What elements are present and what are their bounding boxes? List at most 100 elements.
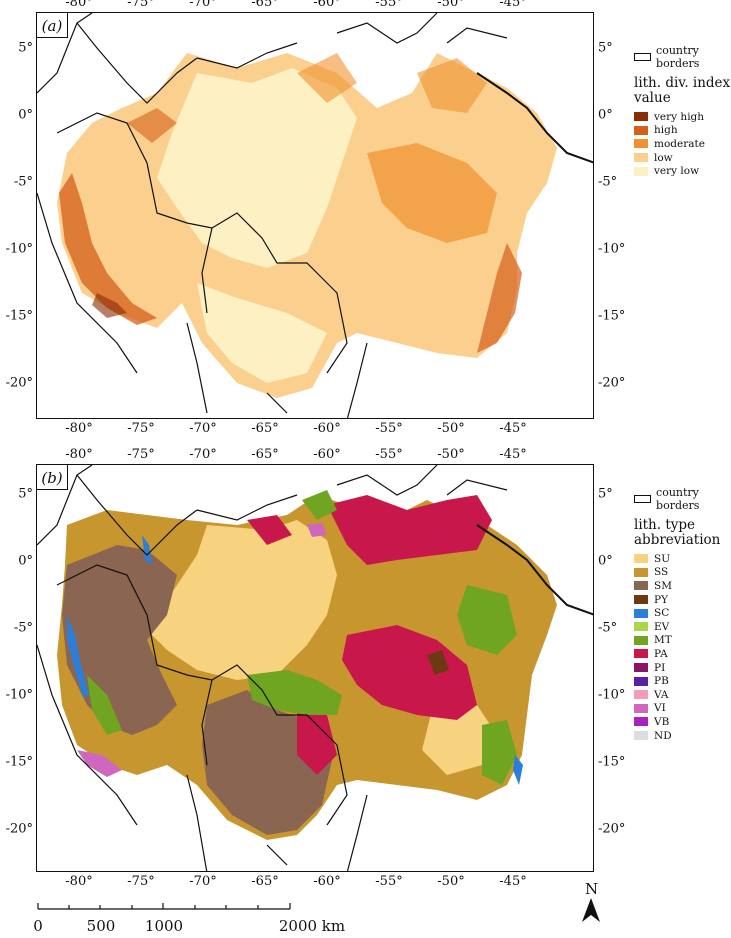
axis-tick-label: -75° (127, 447, 155, 462)
axis-tick-label: -50° (437, 421, 465, 436)
lith-py (427, 650, 449, 675)
legend-item-label: ND (654, 729, 672, 742)
legend-swatch (634, 663, 648, 673)
axis-tick-label: -80° (65, 874, 93, 889)
axis-tick-label: -15° (598, 754, 626, 770)
axis-tick-label: -10° (598, 241, 626, 257)
axis-tick-label: -5° (13, 174, 33, 190)
legend-swatch (634, 112, 648, 122)
legend-b: country borders lith. type abbreviation … (634, 486, 731, 742)
axis-tick-label: -15° (5, 308, 33, 324)
border-swatch (634, 53, 652, 61)
legend-swatch (634, 581, 648, 591)
legend-a-border-label: country borders (656, 44, 700, 70)
scale-bar: 0 500 1000 2000 km (33, 895, 345, 935)
axis-tick-label: -75° (127, 421, 155, 436)
legend-a: country borders lith. div. index value v… (634, 44, 731, 178)
north-arrow-icon (582, 898, 600, 922)
axis-tick-label: -50° (437, 447, 465, 462)
axis-tick-label: -50° (437, 874, 465, 889)
legend-item-label: low (654, 151, 673, 164)
legend-a-title: lith. div. index (634, 75, 731, 91)
axis-tick-label: -80° (65, 421, 93, 436)
axis-tick-label: -60° (313, 447, 341, 462)
axis-tick-label: -70° (189, 447, 217, 462)
axis-tick-label: 0° (18, 553, 33, 569)
legend-item-label: VI (654, 702, 666, 715)
legend-item: PI (634, 661, 731, 675)
axis-tick-label: 0° (18, 107, 33, 123)
legend-item-label: EV (654, 620, 670, 633)
legend-swatch (634, 166, 648, 176)
lith-vi (77, 750, 122, 777)
legend-item: VA (634, 688, 731, 702)
scale-bar-line (37, 903, 291, 910)
map-panel-b: (b) (36, 464, 594, 872)
axis-tick-label: -55° (375, 0, 403, 10)
legend-a-border-entry: country borders (634, 44, 731, 70)
legend-swatch (634, 717, 648, 727)
lith-su (147, 520, 337, 680)
legend-item: very high (634, 110, 731, 124)
lith-sc (67, 615, 89, 697)
axis-tick-label: -10° (5, 241, 33, 257)
legend-item: ND (634, 729, 731, 743)
legend-item: EV (634, 620, 731, 634)
legend-b-border-entry: country borders (634, 486, 731, 512)
axis-tick-label: -80° (65, 447, 93, 462)
legend-item-label: VB (654, 715, 670, 728)
axis-tick-label: 5° (18, 40, 33, 56)
lithology-map (37, 465, 593, 871)
axis-tick-label: -20° (598, 821, 626, 837)
panel-a-label: (a) (37, 13, 68, 38)
legend-item: PB (634, 674, 731, 688)
legend-b-title: lith. type (634, 517, 696, 533)
axis-tick-label: -60° (313, 0, 341, 10)
legend-item-label: moderate (654, 137, 705, 150)
legend-swatch (634, 690, 648, 700)
legend-swatch (634, 649, 648, 659)
legend-item: PY (634, 593, 731, 607)
axis-tick-label: -75° (127, 874, 155, 889)
north-label: N (585, 880, 599, 898)
axis-tick-label: -5° (598, 174, 618, 190)
legend-item-label: SU (654, 552, 671, 565)
legend-item-label: high (654, 124, 678, 137)
legend-item-label: PA (654, 647, 668, 660)
country-borders-b (37, 465, 508, 871)
legend-item-label: PY (654, 593, 668, 606)
legend-item-label: SS (654, 566, 669, 579)
legend-b-title-2: abbreviation (634, 532, 721, 548)
legend-swatch (634, 153, 648, 163)
legend-a-title-2: value (634, 90, 671, 106)
country-borders (37, 13, 508, 418)
axis-tick-label: -70° (189, 0, 217, 10)
legend-swatch (634, 731, 648, 741)
legend-item-label: very low (654, 165, 700, 178)
axis-tick-label: -5° (13, 620, 33, 636)
axis-tick-label: -20° (5, 375, 33, 391)
legend-swatch (634, 595, 648, 605)
scale-label: 500 (86, 917, 116, 935)
legend-item-label: PB (654, 675, 669, 688)
axis-tick-label: -20° (598, 375, 626, 391)
legend-b-items: SU SS SM PY SC EV MT PA PI PB VA VI VB ND (634, 552, 731, 742)
axis-tick-label: -45° (499, 874, 527, 889)
legend-item-label: very high (654, 110, 705, 123)
legend-item: MT (634, 634, 731, 648)
legend-swatch (634, 676, 648, 686)
axis-tick-label: 5° (598, 486, 613, 502)
legend-item: PA (634, 647, 731, 661)
border-swatch (634, 495, 652, 503)
axis-tick-label: 5° (598, 40, 613, 56)
axis-tick-label: -55° (375, 447, 403, 462)
axis-tick-label: -15° (598, 308, 626, 324)
axis-tick-label: -70° (189, 421, 217, 436)
lith-pa (327, 495, 492, 565)
axis-tick-label: 0° (598, 553, 613, 569)
legend-item-label: PI (654, 661, 666, 674)
legend-item-label: VA (654, 688, 669, 701)
axis-tick-label: -80° (65, 0, 93, 10)
axis-tick-label: -75° (127, 0, 155, 10)
diversity-map (37, 13, 593, 418)
